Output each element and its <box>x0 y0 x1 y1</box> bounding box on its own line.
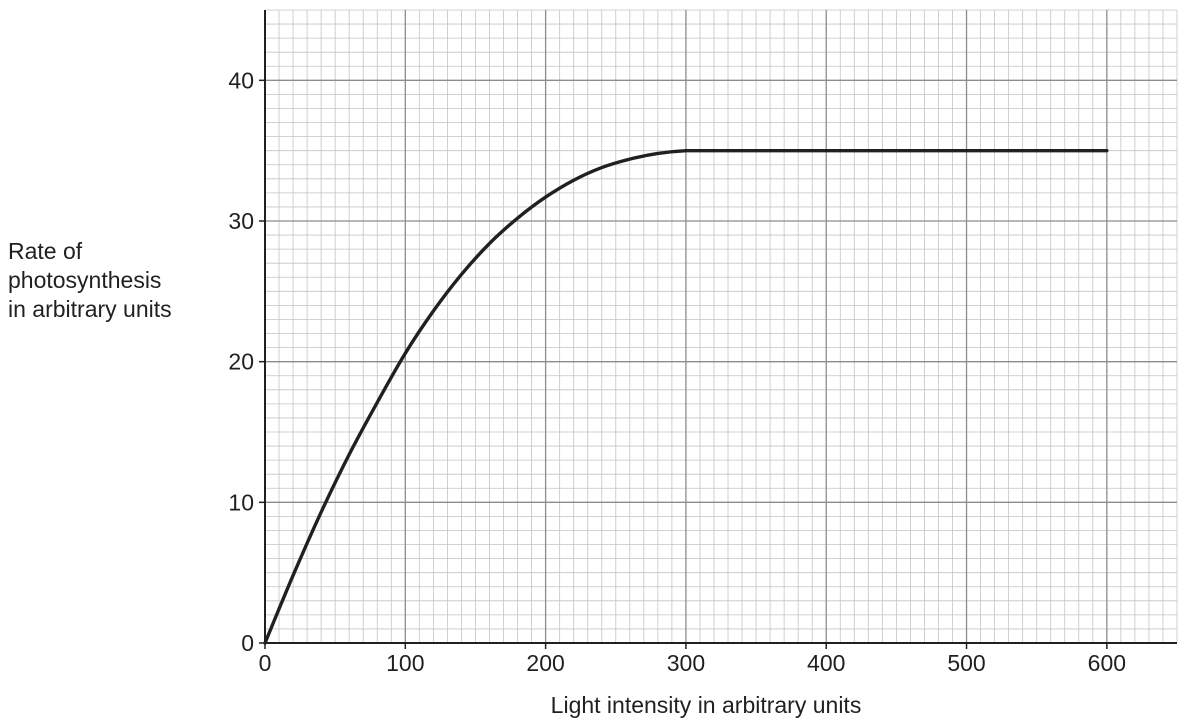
y-axis-label: Rate of photosynthesis in arbitrary unit… <box>8 237 172 324</box>
minor-grid <box>265 9 1178 643</box>
y-tick-label: 0 <box>241 630 254 656</box>
series-group <box>263 148 1109 645</box>
x-tick-label: 100 <box>386 650 424 676</box>
axes <box>259 10 1177 649</box>
y-axis-label-line-2: photosynthesis <box>8 267 162 293</box>
y-tick-label: 20 <box>228 349 254 375</box>
y-tick-label: 40 <box>228 67 254 93</box>
x-tick-label: 200 <box>526 650 564 676</box>
y-tick-label: 10 <box>228 489 254 515</box>
y-axis-label-line-3: in arbitrary units <box>8 296 172 322</box>
x-tick-label: 400 <box>807 650 845 676</box>
x-tick-label: 0 <box>259 650 272 676</box>
x-tick-label: 300 <box>667 650 705 676</box>
tick-labels: 0 100 200 300 400 500 600 0 10 20 30 40 <box>228 67 1126 676</box>
y-axis-label-line-1: Rate of <box>8 238 83 264</box>
data-line <box>263 148 1109 645</box>
x-axis-label: Light intensity in arbitrary units <box>551 692 862 718</box>
major-grid <box>264 10 1177 644</box>
x-tick-label: 600 <box>1088 650 1126 676</box>
x-tick-label: 500 <box>947 650 985 676</box>
y-tick-label: 30 <box>228 208 254 234</box>
